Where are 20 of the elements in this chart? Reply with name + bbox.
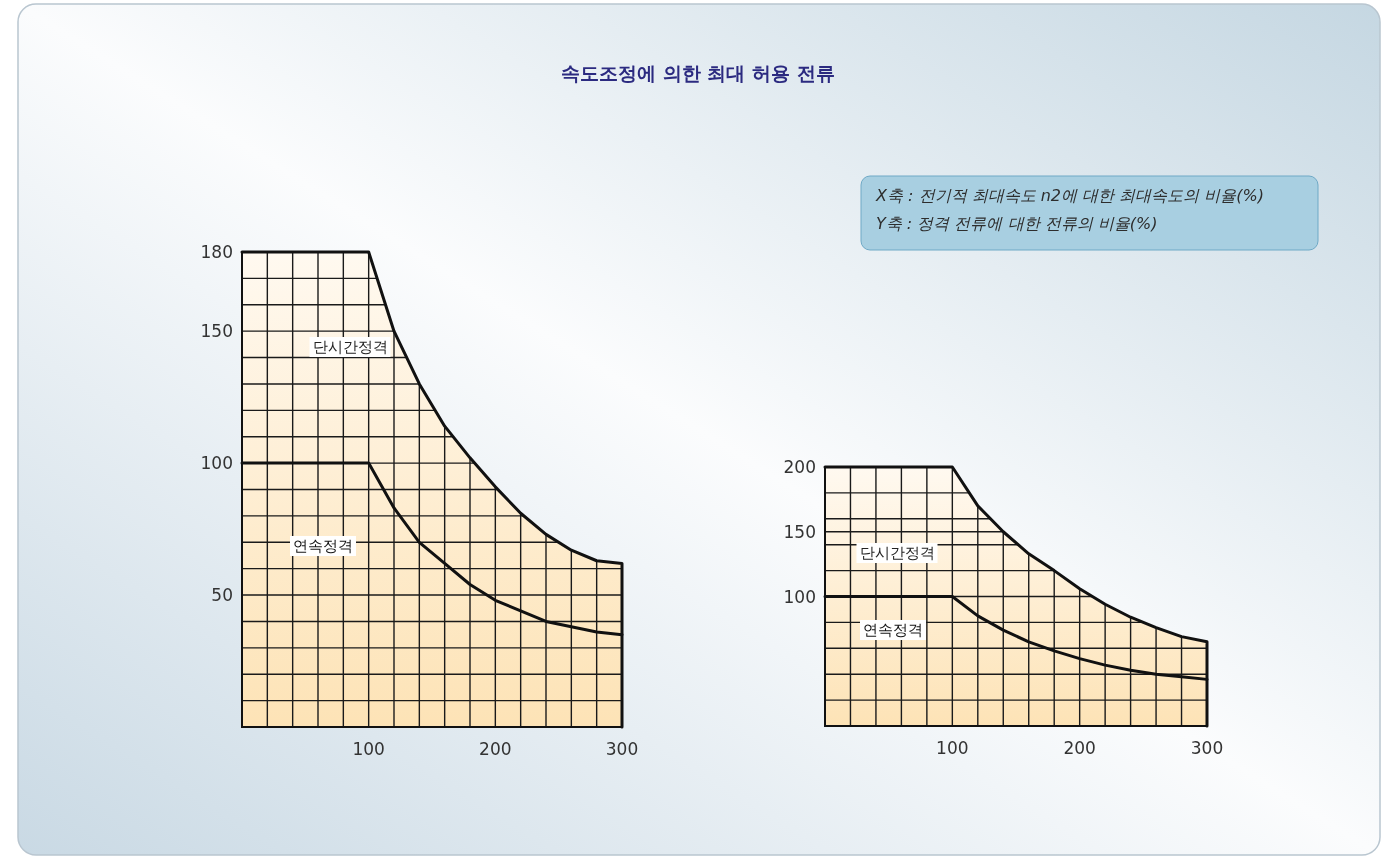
y-tick-label: 180 bbox=[200, 242, 233, 262]
x-tick-label: 100 bbox=[936, 738, 969, 758]
text: 속도조정에 의한 최대 허용 전류 bbox=[561, 62, 835, 84]
y-tick-label: 100 bbox=[783, 586, 816, 607]
series-label: 단시간정격 bbox=[312, 338, 388, 356]
x-tick-label: 300 bbox=[605, 739, 639, 759]
y-tick-label: 150 bbox=[200, 321, 233, 342]
x-tick-label: 200 bbox=[1063, 738, 1096, 758]
x-tick-label: 100 bbox=[352, 739, 385, 759]
x-tick-label: 200 bbox=[479, 739, 512, 759]
x-tick-label: 300 bbox=[1190, 738, 1224, 758]
series-label: 연속정격 bbox=[863, 621, 923, 639]
text: X축 : 전기적 최대속도 n2에 대한 최대속도의 비율(%) bbox=[875, 186, 1264, 205]
y-tick-label: 100 bbox=[200, 453, 233, 474]
y-tick-label: 150 bbox=[783, 521, 816, 542]
text: Y축 : 정격 전류에 대한 전류의 비율(%) bbox=[876, 214, 1158, 233]
y-tick-label: 200 bbox=[783, 457, 816, 477]
y-tick-label: 50 bbox=[211, 585, 233, 606]
text: 연속정격 bbox=[293, 537, 353, 555]
series-label: 단시간정격 bbox=[859, 544, 935, 562]
